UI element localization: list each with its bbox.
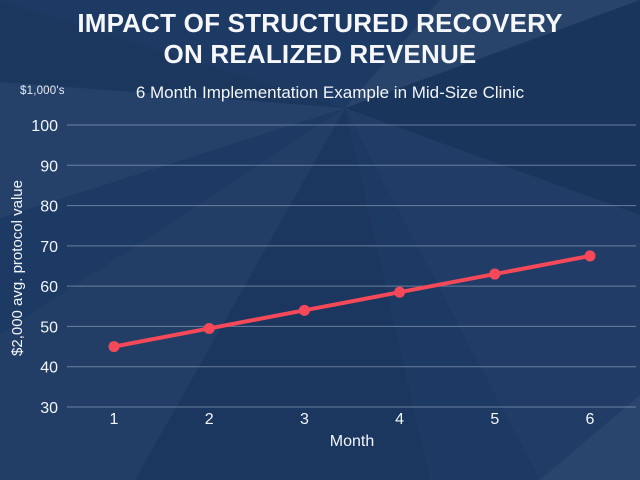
x-axis-title: Month	[330, 433, 374, 450]
y-tick-label: 90	[40, 158, 58, 175]
data-line	[112, 253, 592, 349]
y-tick-label: 30	[40, 400, 58, 417]
x-tick-label: 5	[490, 411, 499, 428]
data-point	[298, 304, 310, 316]
y-tick-label: 40	[40, 360, 58, 377]
x-tick-label: 6	[586, 411, 595, 428]
x-tick-label: 4	[395, 411, 404, 428]
y-units-note: $1,000's	[20, 85, 65, 97]
y-tick-label: 60	[40, 279, 58, 296]
y-tick-label: 80	[40, 199, 58, 216]
data-point	[489, 268, 501, 280]
subtitle-row: $1,000's 6 Month Implementation Example …	[0, 82, 640, 106]
background-facet	[540, 395, 640, 480]
y-axis-title: $2,000 avg. protocol value	[9, 180, 26, 356]
y-tick-label: 50	[40, 319, 58, 336]
background-facet	[345, 0, 640, 215]
y-tick-label: 100	[31, 118, 58, 135]
data-point	[108, 341, 120, 353]
data-point	[584, 250, 596, 262]
x-tick-label: 2	[205, 411, 214, 428]
chart-subtitle: 6 Month Implementation Example in Mid-Si…	[135, 83, 525, 102]
background-facet	[0, 0, 345, 108]
x-tick-label: 1	[110, 411, 119, 428]
data-point	[394, 286, 406, 298]
x-tick-label: 3	[300, 411, 309, 428]
background-facet	[345, 0, 640, 108]
y-tick-label: 70	[40, 239, 58, 256]
chart-title: IMPACT OF STRUCTURED RECOVERY ON REALIZE…	[77, 8, 563, 69]
background-facet	[0, 82, 345, 218]
data-point	[203, 322, 215, 334]
